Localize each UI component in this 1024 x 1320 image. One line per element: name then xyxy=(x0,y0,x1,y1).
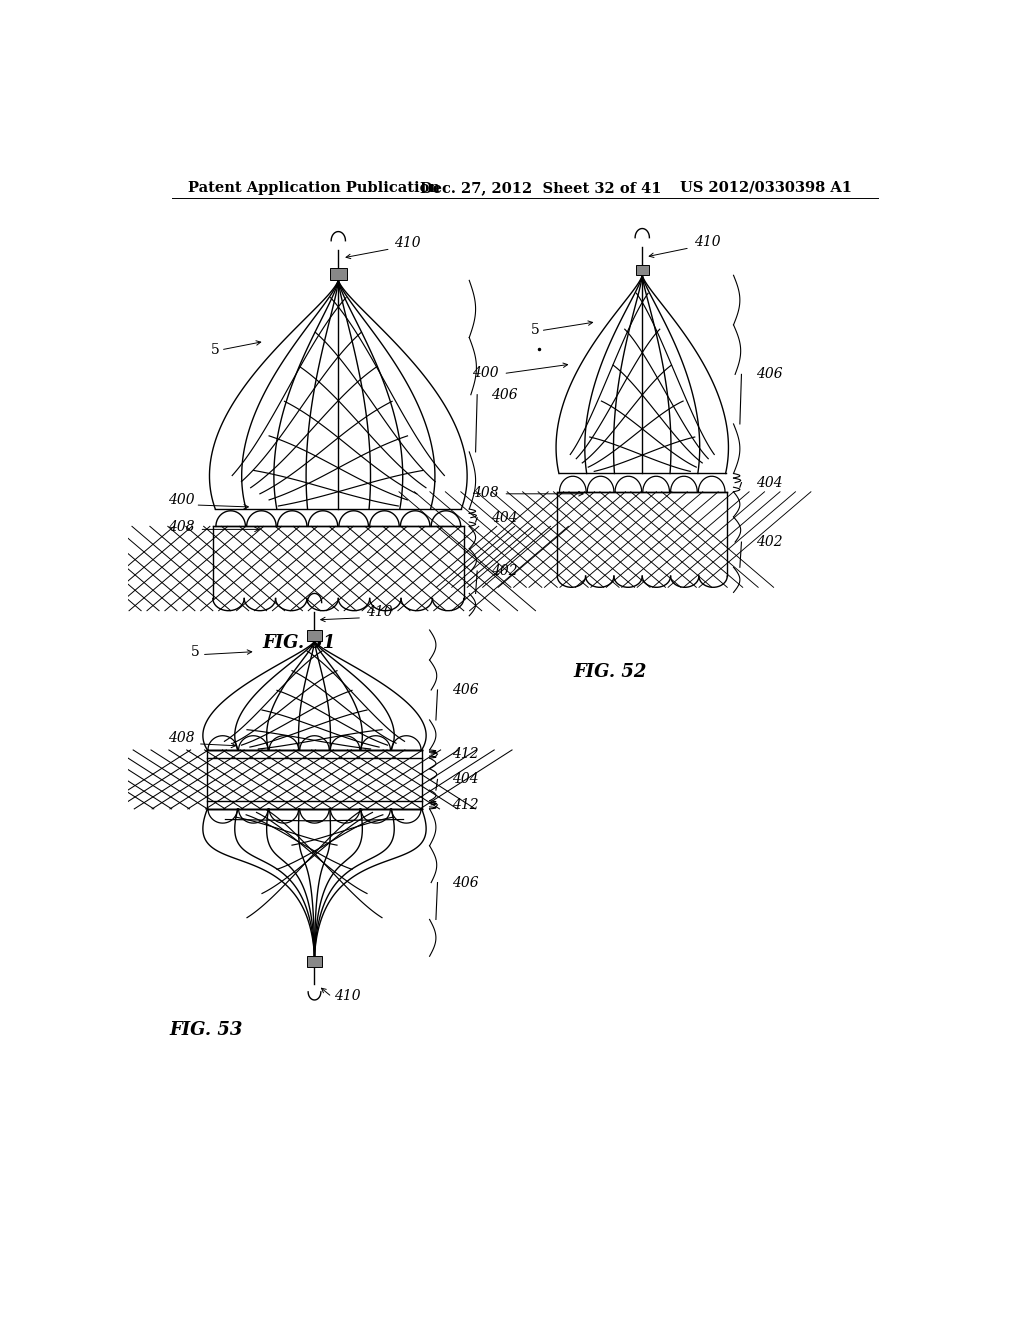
Bar xyxy=(330,268,347,280)
Text: FIG. 53: FIG. 53 xyxy=(169,1020,243,1039)
Text: FIG. 52: FIG. 52 xyxy=(573,663,647,681)
Text: 406: 406 xyxy=(452,875,478,890)
Bar xyxy=(636,265,649,276)
Text: 402: 402 xyxy=(756,535,782,549)
Text: 404: 404 xyxy=(756,475,782,490)
Text: 404: 404 xyxy=(492,511,518,524)
Text: 406: 406 xyxy=(452,682,478,697)
Text: 408: 408 xyxy=(472,486,499,500)
Text: Dec. 27, 2012  Sheet 32 of 41: Dec. 27, 2012 Sheet 32 of 41 xyxy=(420,181,662,195)
Text: 412: 412 xyxy=(452,797,478,812)
Text: 406: 406 xyxy=(492,388,518,401)
Text: 406: 406 xyxy=(756,367,782,381)
Text: FIG. 51: FIG. 51 xyxy=(262,635,335,652)
Text: US 2012/0330398 A1: US 2012/0330398 A1 xyxy=(680,181,852,195)
Text: 5: 5 xyxy=(211,343,220,356)
Text: 410: 410 xyxy=(334,989,361,1003)
Text: 408: 408 xyxy=(168,520,195,535)
Text: 408: 408 xyxy=(168,731,195,744)
Text: Patent Application Publication: Patent Application Publication xyxy=(187,181,439,195)
Bar xyxy=(205,500,472,615)
Text: 400: 400 xyxy=(472,366,499,380)
Bar xyxy=(307,630,322,642)
Bar xyxy=(307,956,322,968)
Text: 410: 410 xyxy=(694,235,721,248)
Text: 410: 410 xyxy=(367,605,393,619)
Text: 400: 400 xyxy=(168,492,195,507)
Text: 5: 5 xyxy=(530,323,540,338)
Text: 404: 404 xyxy=(452,772,478,787)
Text: 412: 412 xyxy=(452,747,478,762)
Text: 5: 5 xyxy=(191,645,200,660)
Text: 402: 402 xyxy=(492,564,518,578)
Text: 410: 410 xyxy=(394,236,421,249)
